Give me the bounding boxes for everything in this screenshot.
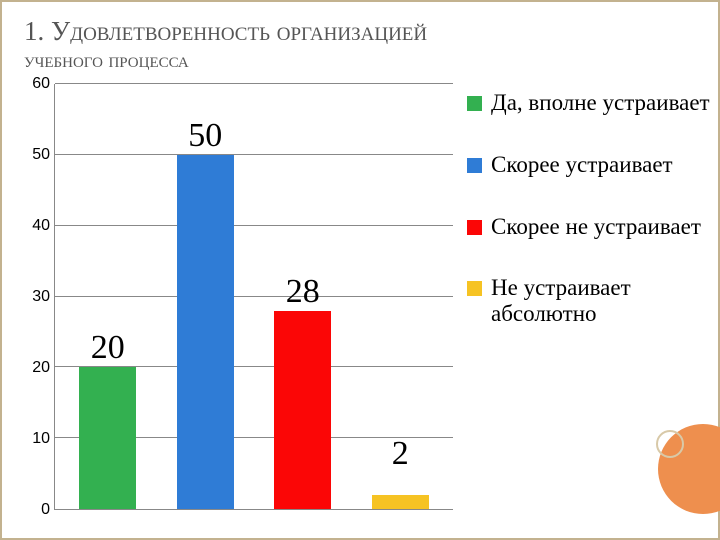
- content-row: 2050282 0102030405060 Да, вполне устраив…: [16, 84, 712, 536]
- legend-swatch: [467, 158, 482, 173]
- legend-label: Не устраивает абсолютно: [491, 275, 712, 327]
- bar-slot: 20: [59, 84, 157, 509]
- bar-chart: 2050282 0102030405060: [16, 84, 461, 536]
- y-tick-label: 40: [16, 217, 50, 235]
- legend-item: Да, вполне устраивает: [467, 90, 712, 116]
- title-line-1: 1. Удовлетворенность организацией: [24, 16, 427, 46]
- bar: 50: [177, 155, 234, 509]
- bar-value-label: 50: [177, 117, 234, 155]
- y-tick-label: 10: [16, 430, 50, 448]
- bar: 20: [79, 367, 136, 509]
- legend-item: Не устраивает абсолютно: [467, 275, 712, 327]
- bar-slot: 2: [352, 84, 450, 509]
- bars-container: 2050282: [55, 84, 453, 509]
- title-line-2: учебного процесса: [24, 47, 189, 72]
- y-tick-label: 30: [16, 288, 50, 306]
- legend-label: Да, вполне устраивает: [491, 90, 710, 116]
- bar: 28: [274, 311, 331, 509]
- legend-label: Скорее устраивает: [491, 152, 673, 178]
- slide-title: 1. Удовлетворенность организацией учебно…: [2, 2, 718, 76]
- legend-label: Скорее не устраивает: [491, 214, 701, 240]
- y-tick-label: 50: [16, 146, 50, 164]
- corner-ring-icon: [656, 430, 684, 458]
- legend-item: Скорее устраивает: [467, 152, 712, 178]
- slide-frame: 1. Удовлетворенность организацией учебно…: [0, 0, 720, 540]
- y-tick-label: 0: [16, 501, 50, 519]
- bar: 2: [372, 495, 429, 509]
- bar-value-label: 20: [79, 329, 136, 367]
- plot-area: 2050282: [54, 84, 453, 510]
- y-tick-label: 20: [16, 359, 50, 377]
- bar-value-label: 28: [274, 273, 331, 311]
- legend-swatch: [467, 281, 482, 296]
- legend-swatch: [467, 220, 482, 235]
- legend-swatch: [467, 96, 482, 111]
- y-tick-label: 60: [16, 75, 50, 93]
- legend-item: Скорее не устраивает: [467, 214, 712, 240]
- bar-slot: 50: [157, 84, 255, 509]
- bar-value-label: 2: [372, 435, 429, 473]
- bar-slot: 28: [254, 84, 352, 509]
